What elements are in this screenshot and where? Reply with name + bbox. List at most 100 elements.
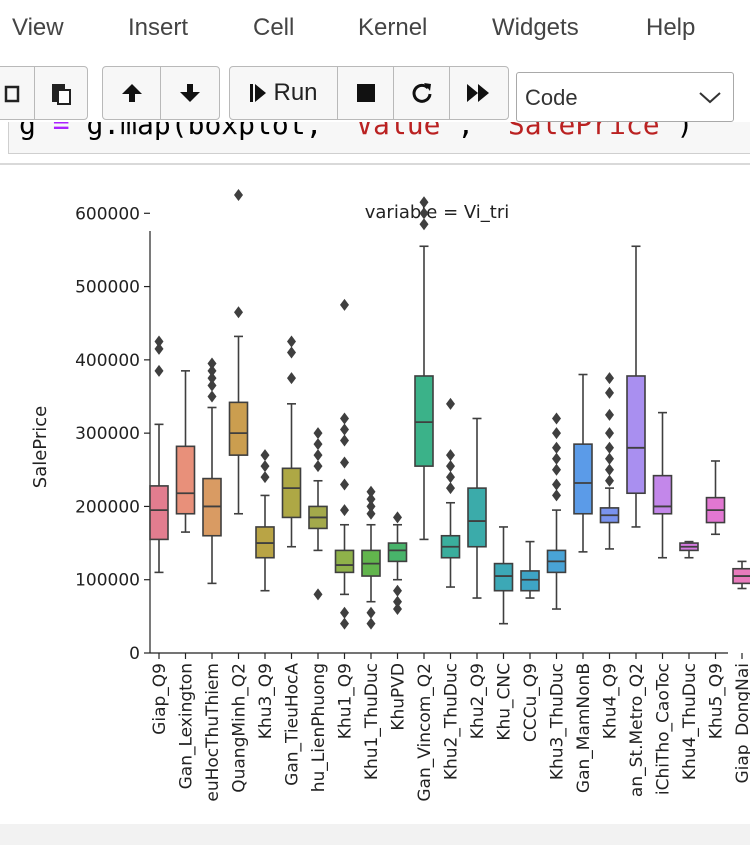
restart-button[interactable] [394, 67, 450, 119]
outlier-point [207, 372, 217, 385]
outlier-point [340, 478, 349, 491]
menu-kernel[interactable]: Kernel [358, 14, 428, 41]
move-up-button[interactable] [103, 67, 161, 119]
outlier-point [287, 372, 296, 385]
box-iqr [652, 474, 673, 515]
box-euHocThuThiem [202, 357, 222, 585]
box-Gan_TieuHocA [281, 335, 302, 548]
box-iqr [281, 467, 302, 519]
x-tick-label: Khu4_ThuDuc [680, 663, 700, 780]
fast-forward-button[interactable] [450, 67, 508, 119]
stop-icon [356, 84, 375, 102]
run-button[interactable]: Run [230, 67, 338, 119]
menu-view[interactable]: View [12, 14, 64, 41]
x-tick-label: CCCu_Q9 [521, 663, 541, 742]
outlier-point [393, 603, 402, 616]
outlier-point [552, 478, 561, 491]
paste-icon [52, 84, 71, 105]
x-tick-label: KhuPVD [389, 663, 409, 731]
copy-button[interactable] [0, 67, 35, 119]
box-Khu1_Q9 [334, 298, 355, 630]
cell-type-select[interactable]: Code [516, 72, 734, 122]
menu-insert[interactable]: Insert [128, 14, 189, 41]
box-iChiTho_CaoToc [652, 411, 673, 559]
box-Khu5_Q9 [705, 460, 726, 536]
menu-help[interactable]: Help [646, 14, 696, 41]
y-tick-label: 100000 [75, 571, 140, 591]
outlier-point [446, 397, 455, 410]
x-tick-label: Khu1_ThuDuc [362, 663, 382, 780]
outlier-point [340, 617, 349, 630]
outlier-point [446, 460, 455, 473]
box-iqr [626, 375, 646, 495]
outlier-point [340, 456, 349, 469]
outlier-point [313, 588, 323, 601]
outlier-point [287, 346, 296, 359]
outlier-point [605, 372, 614, 385]
outlier-point [313, 460, 323, 473]
outlier-point [313, 427, 323, 440]
outlier-point [154, 342, 164, 355]
outlier-point [234, 306, 243, 319]
y-axis-label: SalePrice [30, 406, 51, 488]
stop-button[interactable] [338, 67, 394, 119]
move-group [102, 66, 220, 120]
cell-type-value: Code [525, 85, 578, 110]
menu-bar: View Insert Cell Kernel Widgets Help [0, 0, 750, 58]
boxplot-chart: variable = Vi_tri SalePrice 0 100000 20000… [30, 188, 750, 802]
outlier-point [552, 412, 561, 425]
box-iqr [573, 443, 593, 515]
outlier-point [340, 434, 349, 447]
paste-button[interactable] [35, 67, 87, 119]
outlier-point [605, 474, 614, 487]
menu-widgets[interactable]: Widgets [492, 14, 579, 41]
outlier-point [605, 441, 614, 454]
box-iqr [414, 375, 434, 467]
outlier-point [313, 438, 323, 451]
outlier-point [446, 482, 455, 495]
code-var: g [19, 122, 36, 141]
x-tick-label: an_St.Metro_Q2 [627, 663, 647, 797]
code-arg-saleprice: 'SalePrice' [491, 122, 677, 141]
x-tick-label: Giap_DongNai [733, 663, 750, 784]
box-Khu_CNC [493, 526, 514, 625]
box-Khu1_ThuDuc [361, 485, 381, 630]
notebook-toolbar: Run [0, 66, 750, 122]
x-tick-label: Khu2_Q9 [468, 663, 488, 739]
output-separator [0, 163, 750, 165]
scroll-area-bottom [0, 824, 750, 845]
x-tick-label: Khu_CNC [495, 663, 515, 741]
x-tick-label: iChiTho_CaoToc [654, 663, 674, 795]
y-tick-label: 300000 [75, 424, 140, 444]
box-iqr [493, 562, 514, 592]
box-Khu4_Q9 [599, 372, 620, 550]
outlier-point [605, 408, 614, 421]
box-KhuPVD [387, 511, 408, 616]
x-tick-label: Gan_Vincom_Q2 [415, 663, 435, 802]
box-iqr [467, 487, 487, 548]
box-CCCu_Q9 [520, 540, 540, 599]
move-down-button[interactable] [161, 67, 219, 119]
arrow-up-icon [121, 84, 142, 102]
box-iqr [228, 401, 249, 456]
x-tick-label: euHocThuThiem [203, 663, 223, 802]
menu-cell[interactable]: Cell [253, 14, 295, 41]
box-iqr [175, 445, 196, 515]
y-tick-label: 500000 [75, 278, 140, 298]
outlier-point [366, 617, 376, 630]
outlier-point [393, 584, 402, 597]
boxes [149, 188, 750, 630]
code-cell[interactable]: g = g.map(boxplot, 'Value', 'SalePrice') [8, 122, 750, 154]
outlier-point [234, 188, 243, 201]
clipboard-group [0, 66, 88, 120]
outlier-point [366, 493, 376, 506]
chevron-down-icon [699, 92, 721, 104]
x-tick-label: Gan_Lexington [177, 663, 197, 789]
code-call: g.map(boxplot, [86, 122, 323, 141]
x-tick-label: hu_LienPhuong [309, 663, 329, 792]
code-arg-value: 'Value' [339, 122, 458, 141]
box-QuangMinh_Q2 [228, 188, 249, 515]
outlier-point [340, 298, 349, 311]
x-tick-label: Khu2_ThuDuc [442, 663, 462, 780]
run-icon [250, 84, 267, 102]
